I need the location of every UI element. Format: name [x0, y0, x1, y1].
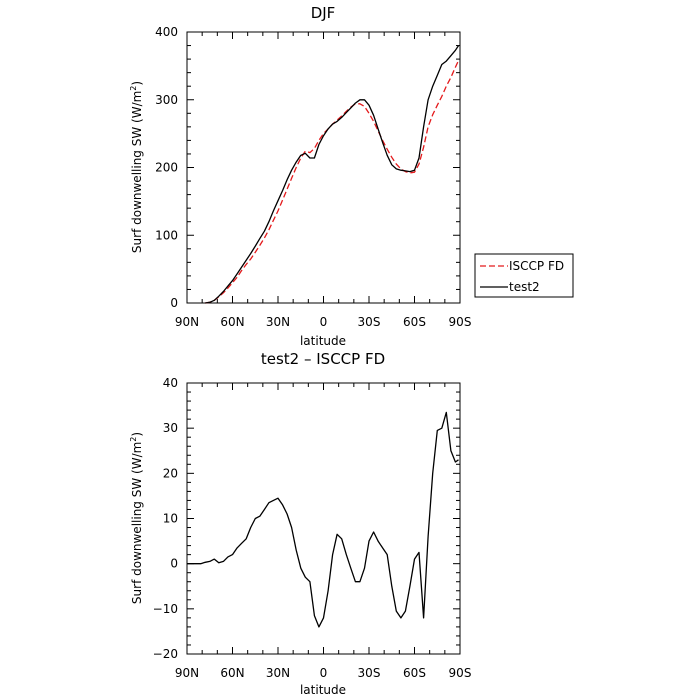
bottom-chart-y-axis-label-sup: 2: [129, 437, 138, 442]
top-chart-x-tick-label: 90S: [449, 315, 472, 329]
bottom-chart-y-tick-label: 0: [170, 557, 178, 571]
bottom-chart-series-line-difference: [187, 411, 459, 628]
top-chart-y-axis-label-sup: 2: [129, 86, 138, 91]
top-chart-y-tick-label: 400: [155, 25, 178, 39]
bottom-chart-title: test2 – ISCCP FD: [261, 350, 385, 368]
top-chart-series-line-test2: [205, 45, 460, 304]
bottom-chart-y-tick-label: 40: [163, 376, 178, 390]
bottom-chart-y-axis-label: Surf downwelling SW (W/m2): [129, 432, 144, 604]
bottom-chart-y-tick-label: 30: [163, 421, 178, 435]
top-chart-y-tick-label: 100: [155, 228, 178, 242]
bottom-chart-x-tick-label: 60N: [220, 666, 244, 680]
top-chart-y-axis-label: Surf downwelling SW (W/m2): [129, 81, 144, 253]
top-chart-x-tick-label: 60S: [403, 315, 426, 329]
top-chart-y-axis-label-main: Surf downwelling SW (W/m: [130, 91, 144, 253]
top-chart-x-tick-label: 90N: [175, 315, 199, 329]
top-chart-x-tick-label: 60N: [220, 315, 244, 329]
top-chart-x-tick-label: 0: [320, 315, 328, 329]
bottom-chart-y-tick-label: −20: [153, 647, 178, 661]
legend-label-test2: test2: [509, 280, 540, 294]
bottom-chart-x-tick-label: 0: [320, 666, 328, 680]
bottom-chart-x-tick-label: 60S: [403, 666, 426, 680]
bottom-chart-x-tick-label: 90N: [175, 666, 199, 680]
top-chart-legend: ISCCP FD test2: [474, 253, 574, 298]
top-chart-x-tick-label: 30S: [358, 315, 381, 329]
bottom-chart-x-tick-label: 30S: [358, 666, 381, 680]
bottom-chart-x-tick-label: 90S: [449, 666, 472, 680]
bottom-chart-y-tick-label: −10: [153, 602, 178, 616]
legend-label-isccp-fd: ISCCP FD: [509, 259, 564, 273]
top-chart-title: DJF: [311, 4, 336, 22]
bottom-chart-y-axis-label-main: Surf downwelling SW (W/m: [130, 442, 144, 604]
legend-box: [474, 253, 574, 298]
bottom-chart-x-tick-label: 30N: [266, 666, 290, 680]
bottom-chart-y-tick-label: 20: [163, 466, 178, 480]
top-chart-y-tick-label: 0: [170, 296, 178, 310]
top-chart-panel: DJF 90N 60N 30N 0 30S 60S 90S 0 100 200 300 400 lat…: [129, 4, 471, 348]
top-chart-y-tick-label: 300: [155, 93, 178, 107]
bottom-chart-panel: test2 – ISCCP FD 90N 60N 30N 0 30S 60S 90S −20 −…: [129, 350, 471, 697]
bottom-chart-y-axis-label-end: ): [130, 432, 144, 437]
bottom-chart-y-tick-label: 10: [163, 512, 178, 526]
top-chart-x-axis-label: latitude: [300, 334, 346, 348]
top-chart-y-axis-label-end: ): [130, 81, 144, 86]
top-chart-x-tick-label: 30N: [266, 315, 290, 329]
top-chart-y-tick-label: 200: [155, 161, 178, 175]
bottom-chart-x-axis-label: latitude: [300, 683, 346, 697]
